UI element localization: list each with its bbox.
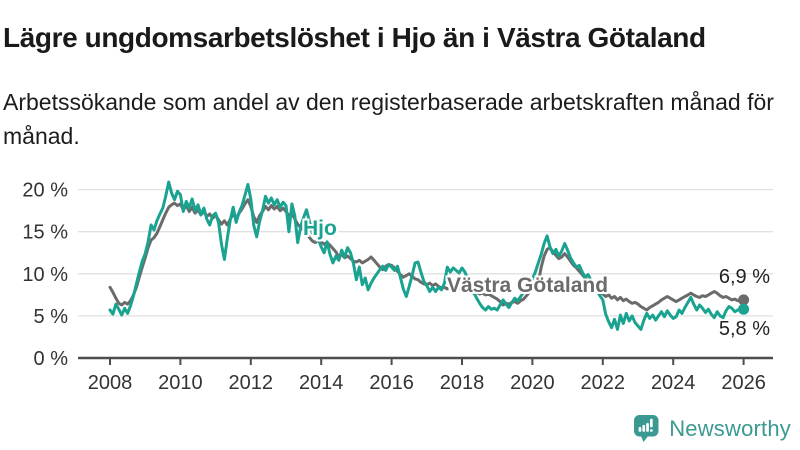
chart-subtitle: Arbetssökande som andel av den registerb… bbox=[3, 89, 774, 149]
x-axis-tick-label: 2024 bbox=[651, 372, 696, 394]
series-endpoint-hjo bbox=[738, 303, 750, 315]
x-axis-tick-label: 2018 bbox=[440, 372, 485, 394]
chart-plot-svg: 0 % 5 % 10 % 15 % 20 % 2008 2010 2012 2014 2016 20… bbox=[22, 180, 773, 394]
x-axis-tick-label: 2020 bbox=[510, 372, 555, 394]
x-axis-tick-label: 2012 bbox=[229, 372, 274, 394]
series-line-hjo bbox=[108, 180, 746, 331]
x-axis-tick-label: 2008 bbox=[88, 372, 133, 394]
unemployment-line-chart: 0 % 5 % 10 % 15 % 20 % 2008 2010 2012 2014 2016 20… bbox=[0, 140, 800, 410]
newsworthy-logo-icon bbox=[634, 415, 659, 442]
end-value-vastra-gotaland: 6,9 % bbox=[718, 266, 770, 288]
y-axis-tick-label: 5 % bbox=[34, 306, 69, 328]
x-axis-tick-label: 2016 bbox=[369, 372, 414, 394]
newsworthy-brand: Newsworthy bbox=[633, 414, 791, 443]
y-axis-tick-label: 15 % bbox=[22, 222, 68, 244]
brand-name: Newsworthy bbox=[669, 415, 791, 441]
series-label-hjo: Hjo bbox=[303, 217, 337, 240]
series-endpoint-vastra-gotaland bbox=[738, 294, 750, 306]
x-axis-tick-label: 2010 bbox=[158, 372, 203, 394]
x-axis-tick-label: 2022 bbox=[581, 372, 626, 394]
series-label-vastra-gotaland: Västra Götaland bbox=[447, 274, 609, 297]
x-axis-tick-label: 2026 bbox=[721, 372, 766, 394]
page-title: Lägre ungdomsarbetslöshet i Hjo än i Väs… bbox=[3, 21, 706, 53]
y-axis-tick-label: 20 % bbox=[22, 180, 68, 202]
end-value-hjo: 5,8 % bbox=[718, 318, 770, 340]
y-axis-tick-label: 0 % bbox=[34, 348, 69, 370]
y-axis-tick-label: 10 % bbox=[22, 264, 68, 286]
x-axis-tick-label: 2014 bbox=[299, 372, 344, 394]
